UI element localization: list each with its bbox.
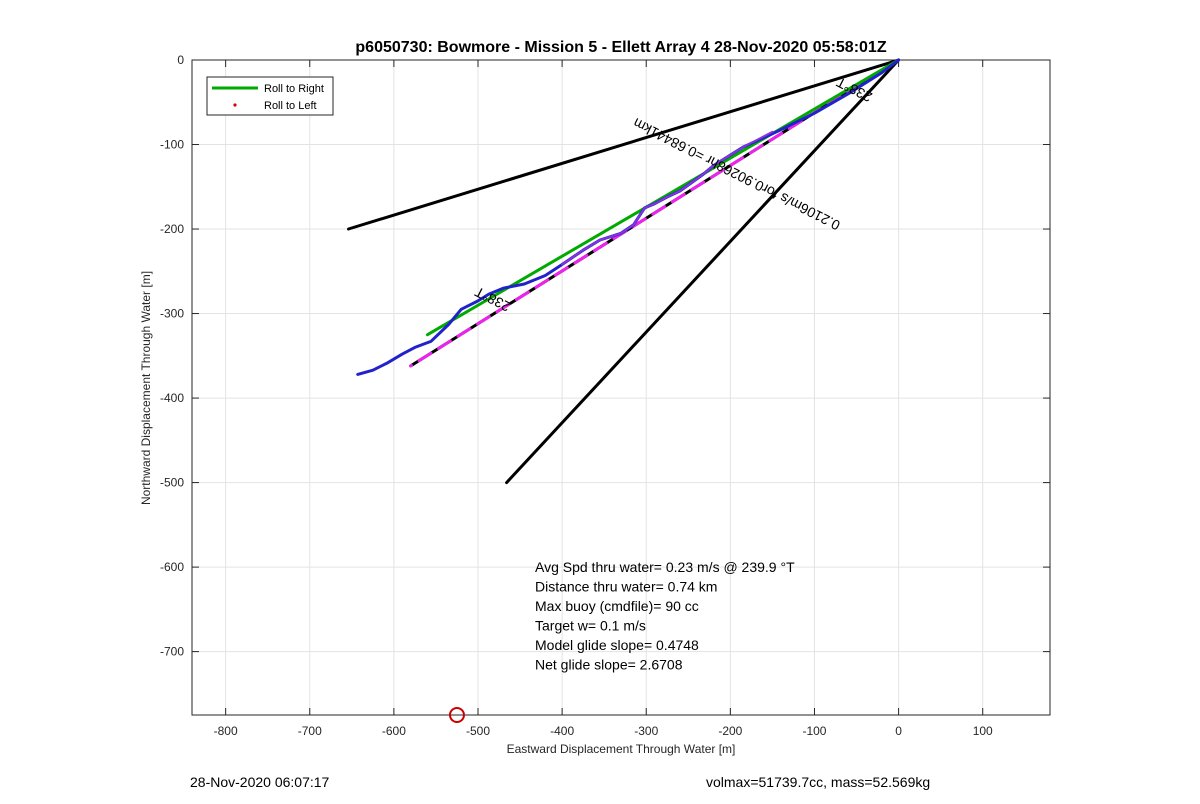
footer-volmax-mass: volmax=51739.7cc, mass=52.569kg [706,774,931,790]
x-tick-label: -200 [718,724,742,738]
stats-line: Distance thru water= 0.74 km [535,579,717,595]
series-group [347,58,901,723]
x-tick-label: -600 [382,724,406,738]
x-tick-label: -800 [214,724,238,738]
x-tick-label: -400 [550,724,574,738]
stats-line: Max buoy (cmdfile)= 90 cc [535,598,699,614]
x-axis-label: Eastward Displacement Through Water [m] [507,742,736,756]
x-tick-label: -100 [802,724,826,738]
series-bearing-upper [347,58,901,231]
stats-line: Net glide slope= 2.6708 [535,657,683,673]
y-tick-label: -500 [160,476,184,490]
x-tick-label: -700 [298,724,322,738]
series-track-blue-overlay [561,130,774,266]
legend-box [206,76,334,116]
legend-swatch-roll-left [233,103,237,107]
stats-annotation: Avg Spd thru water= 0.23 m/s @ 239.9 °T D… [535,559,795,673]
axes-box [191,59,1051,716]
x-tick-label: 0 [895,724,902,738]
y-tick-label: -600 [160,560,184,574]
series-bearing-lower [505,58,901,485]
x-tick-label: -300 [634,724,658,738]
y-tick-label: -100 [160,138,184,152]
y-tick-label: -700 [160,645,184,659]
y-tick-label: 0 [177,53,184,67]
legend-label-roll-left: Roll to Left [264,100,317,112]
x-tick-label: -500 [466,724,490,738]
y-tick-label: -200 [160,222,184,236]
chart-title: p6050730: Bowmore - Mission 5 - Ellett A… [355,39,886,56]
plot-area [192,60,1050,715]
legend: Roll to Right Roll to Left [206,76,334,116]
legend-label-roll-right: Roll to Right [264,83,324,95]
y-tick-label: -400 [160,391,184,405]
marker-circle [448,707,465,723]
stats-line: Model glide slope= 0.4748 [535,637,699,653]
stats-line: Avg Spd thru water= 0.23 m/s @ 239.9 °T [535,559,795,575]
stats-line: Target w= 0.1 m/s [535,618,646,634]
x-tick-label: 100 [973,724,993,738]
y-tick-label: -300 [160,307,184,321]
footer-timestamp: 28-Nov-2020 06:07:17 [190,774,330,790]
axes: -800 -700 -600 -500 -400 -300 -200 -100 0 100 0 -10… [160,53,1051,738]
y-axis-label: Northward Displacement Through Water [m] [139,271,153,505]
